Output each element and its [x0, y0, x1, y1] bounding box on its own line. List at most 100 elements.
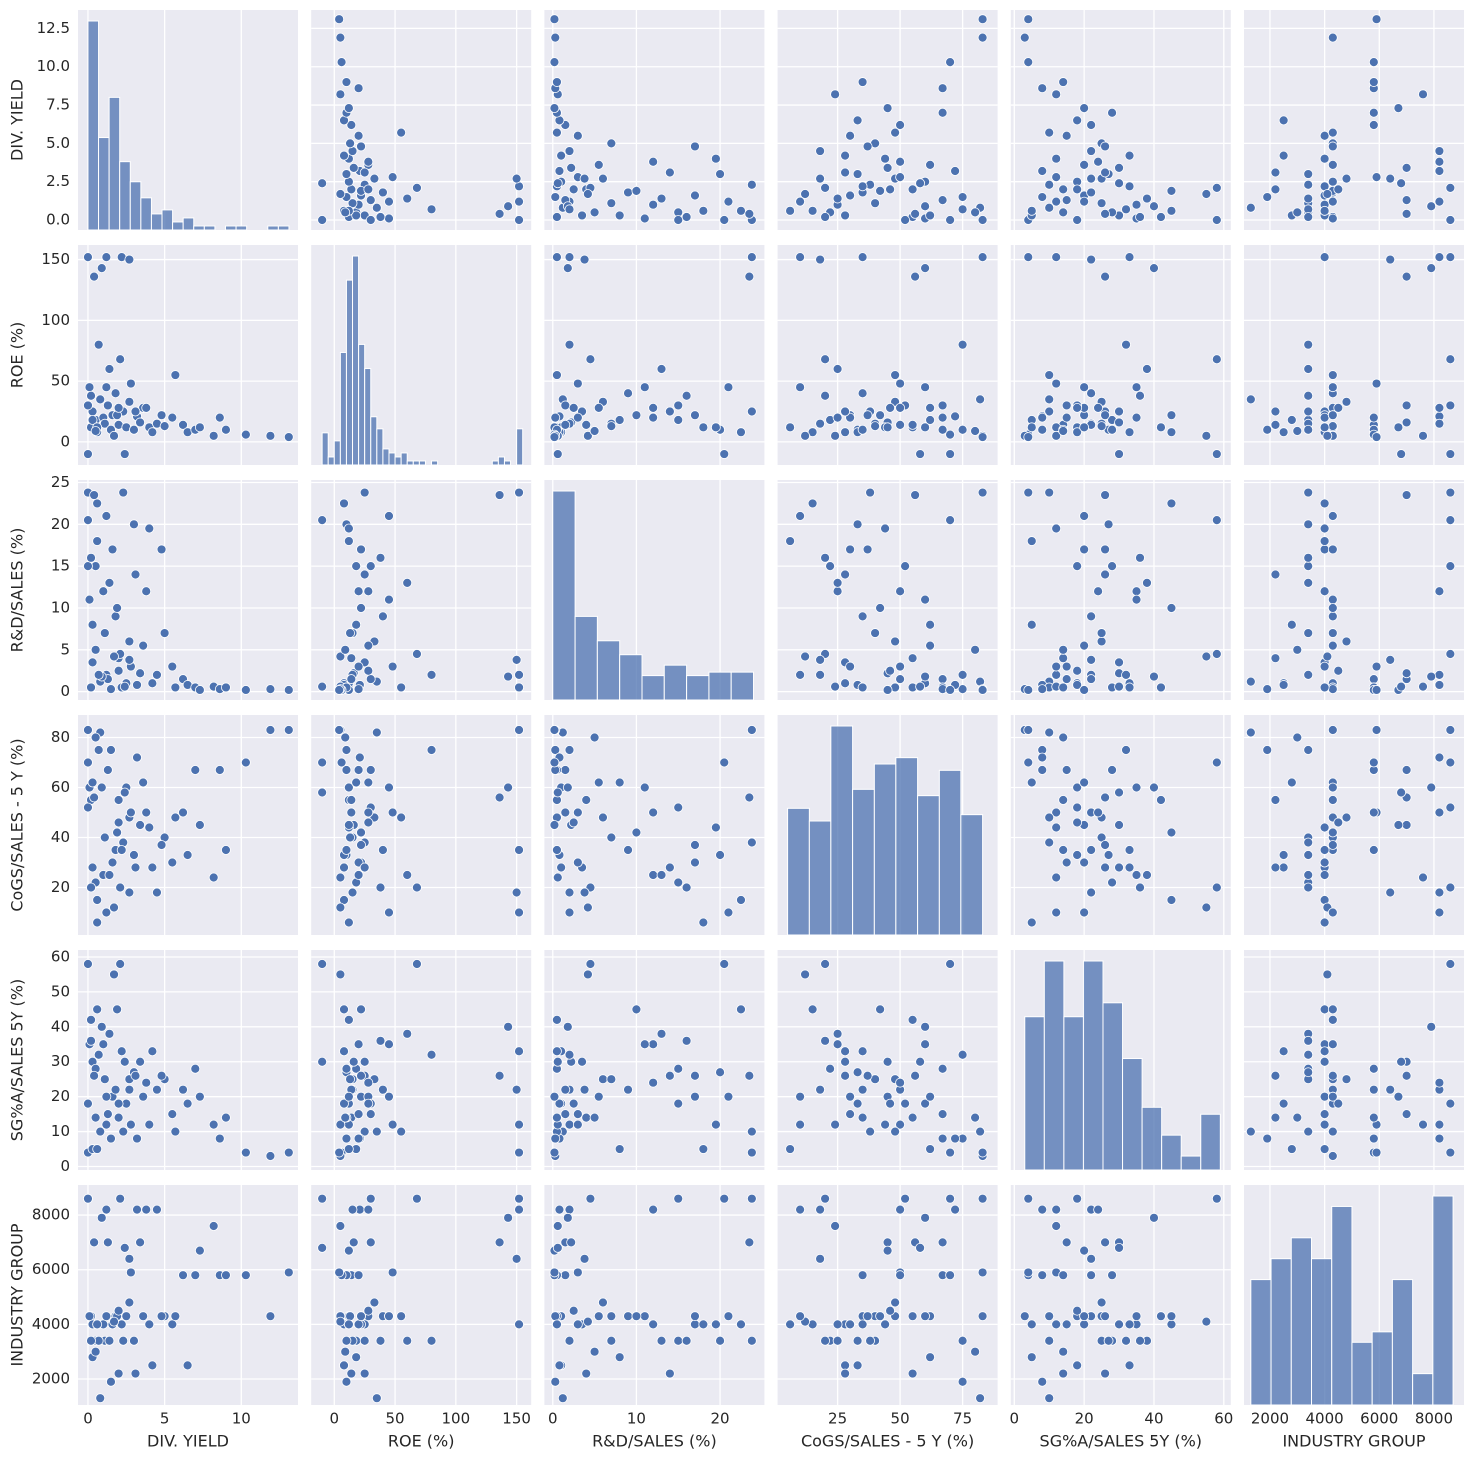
scatter-point [1401, 1070, 1412, 1081]
scatter-point [865, 1126, 875, 1137]
scatter-point [1072, 680, 1083, 690]
histogram-bar [193, 225, 205, 231]
histogram-bar [708, 671, 732, 701]
scatter-point [1093, 1204, 1104, 1215]
scatter-point [623, 187, 633, 198]
scatter-point [606, 1311, 617, 1322]
y-tick-label: 4000 [32, 1315, 70, 1333]
scatter-point [957, 1376, 968, 1387]
scatter-point [795, 511, 805, 521]
scatter-point [283, 685, 294, 695]
scatter-point [104, 364, 115, 374]
histogram-bar [394, 456, 402, 466]
scatter-point [1445, 449, 1456, 459]
scatter-point [795, 670, 805, 680]
scatter-point [1086, 187, 1097, 198]
scatter-point [1278, 1098, 1289, 1109]
scatter-point [363, 807, 374, 818]
scatter-point [937, 674, 948, 684]
scatter-point [90, 426, 101, 436]
scatter-point [556, 150, 567, 161]
scatter-point [1327, 382, 1338, 393]
scatter-point [1100, 271, 1110, 282]
scatter-point [194, 1245, 205, 1256]
y-tick-label: 60 [51, 947, 70, 965]
scatter-point [144, 1319, 155, 1330]
scatter-point [895, 586, 905, 597]
scatter-point [1072, 782, 1083, 793]
scatter-point [514, 1119, 524, 1130]
scatter-point [785, 536, 795, 546]
scatter-point [1124, 181, 1135, 192]
scatter-point [723, 382, 734, 393]
scatter-point [746, 837, 757, 848]
scatter-point [572, 378, 583, 389]
scatter-point [511, 1253, 522, 1264]
scatter-point [832, 586, 843, 597]
scatter-point [589, 426, 600, 436]
scatter-point [102, 400, 113, 411]
scatter-point [87, 415, 98, 425]
scatter-point [552, 1221, 563, 1231]
scatter-point [723, 1311, 734, 1322]
scatter-point [920, 1212, 930, 1223]
scatter-point [359, 1335, 370, 1346]
scatter-point [1124, 862, 1135, 873]
scatter-point [124, 1084, 135, 1095]
scatter-point [1303, 870, 1314, 880]
scatter-point [371, 1393, 382, 1404]
scatter-point [1303, 390, 1314, 401]
scatter-point [1044, 727, 1055, 738]
scatter-point [1327, 840, 1338, 850]
scatter-point [1327, 1070, 1338, 1081]
scatter-point [1303, 850, 1314, 860]
scatter-point [1058, 207, 1069, 218]
scatter-point [317, 757, 328, 768]
scatter-point [1292, 644, 1303, 655]
scatter-point [1292, 426, 1303, 436]
scatter-point [977, 1147, 988, 1158]
scatter-point [690, 141, 700, 152]
scatter-point [1051, 1204, 1062, 1215]
scatter-point [1156, 682, 1166, 693]
histogram-bar [370, 416, 378, 466]
scatter-point [1051, 822, 1062, 833]
scatter-point [124, 636, 135, 647]
scatter-point [937, 400, 948, 411]
scatter-point [170, 1126, 181, 1137]
scatter-point [92, 917, 103, 928]
scatter-point [830, 430, 840, 441]
histogram-bar [1351, 1341, 1373, 1406]
scatter-point [820, 1335, 830, 1346]
histogram-bar [596, 640, 621, 701]
scatter-point [1262, 192, 1273, 202]
scatter-point [593, 402, 604, 413]
scatter-point [96, 263, 107, 273]
scatter-point [885, 184, 895, 195]
scatter-point [1371, 661, 1382, 672]
scatter-point [945, 1147, 955, 1158]
scatter-point [132, 1204, 142, 1215]
x-axis-label: INDUSTRY GROUP [1282, 1432, 1425, 1451]
scatter-point [857, 611, 868, 622]
y-tick-label: 0 [60, 1157, 70, 1175]
scatter-point [1385, 254, 1396, 265]
scatter-point [129, 424, 139, 435]
scatter-point [1368, 757, 1379, 768]
scatter-point [639, 1311, 650, 1322]
scatter-point [340, 1346, 351, 1357]
scatter-point [514, 1319, 524, 1330]
scatter-point [623, 388, 633, 399]
scatter-point [1131, 782, 1142, 793]
scatter-point [1319, 682, 1330, 693]
scatter-point [494, 792, 505, 803]
scatter-point [1051, 172, 1062, 183]
scatter-point [335, 189, 346, 199]
scatter-point [494, 1070, 505, 1081]
histogram-bar [808, 820, 832, 936]
scatter-point [152, 670, 162, 680]
scatter-point [1303, 179, 1314, 190]
scatter-point [937, 424, 948, 435]
scatter-point [1051, 89, 1062, 100]
